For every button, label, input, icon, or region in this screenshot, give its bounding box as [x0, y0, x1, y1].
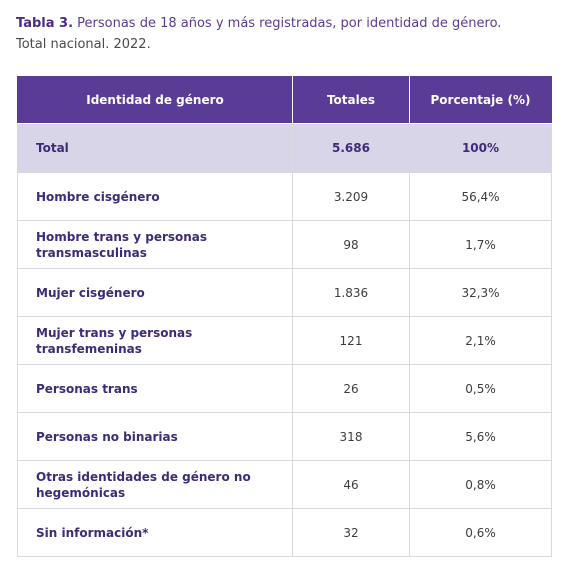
row-total: 46	[292, 460, 410, 509]
header-identity: Identidad de género	[17, 76, 293, 124]
table-row: Mujer trans y personas transfemeninas 12…	[17, 316, 552, 365]
table-row: Hombre cisgénero 3.209 56,4%	[17, 172, 552, 221]
table-title: Personas de 18 años y más registradas, p…	[73, 16, 502, 31]
row-label: Otras identidades de género no hegemónic…	[17, 460, 293, 509]
row-total: 32	[292, 508, 410, 557]
row-label: Personas trans	[17, 364, 293, 413]
row-total: 121	[292, 316, 410, 365]
row-label: Hombre cisgénero	[17, 172, 293, 221]
row-total: 3.209	[292, 172, 410, 221]
table-row: Mujer cisgénero 1.836 32,3%	[17, 268, 552, 317]
row-label: Hombre trans y personas transmasculinas	[17, 220, 293, 269]
table-number: Tabla 3.	[16, 16, 74, 31]
row-total: 26	[292, 364, 410, 413]
row-label: Total	[17, 123, 293, 173]
row-label: Sin información*	[17, 508, 293, 557]
table-row: Hombre trans y personas transmasculinas …	[17, 220, 552, 269]
table-header-row: Identidad de género Totales Porcentaje (…	[17, 76, 552, 124]
table-row: Personas trans 26 0,5%	[17, 364, 552, 413]
table-row: Sin información* 32 0,6%	[17, 508, 552, 557]
gender-identity-table: Identidad de género Totales Porcentaje (…	[17, 76, 552, 557]
table-subtitle: Total nacional. 2022.	[16, 37, 151, 52]
row-percent: 1,7%	[409, 220, 552, 269]
row-total: 5.686	[292, 123, 410, 173]
table-row: Otras identidades de género no hegemónic…	[17, 460, 552, 509]
table-row-total: Total 5.686 100%	[17, 123, 552, 173]
row-label: Mujer trans y personas transfemeninas	[17, 316, 293, 365]
row-total: 98	[292, 220, 410, 269]
row-label: Personas no binarias	[17, 412, 293, 461]
row-total: 1.836	[292, 268, 410, 317]
row-percent: 0,6%	[409, 508, 552, 557]
table-caption: Tabla 3. Personas de 18 años y más regis…	[16, 14, 501, 33]
row-label: Mujer cisgénero	[17, 268, 293, 317]
row-percent: 32,3%	[409, 268, 552, 317]
header-totals: Totales	[292, 76, 410, 124]
row-percent: 56,4%	[409, 172, 552, 221]
row-percent: 0,8%	[409, 460, 552, 509]
row-percent: 100%	[409, 123, 552, 173]
header-percentage: Porcentaje (%)	[409, 76, 552, 124]
table-row: Personas no binarias 318 5,6%	[17, 412, 552, 461]
row-percent: 0,5%	[409, 364, 552, 413]
row-total: 318	[292, 412, 410, 461]
row-percent: 5,6%	[409, 412, 552, 461]
row-percent: 2,1%	[409, 316, 552, 365]
